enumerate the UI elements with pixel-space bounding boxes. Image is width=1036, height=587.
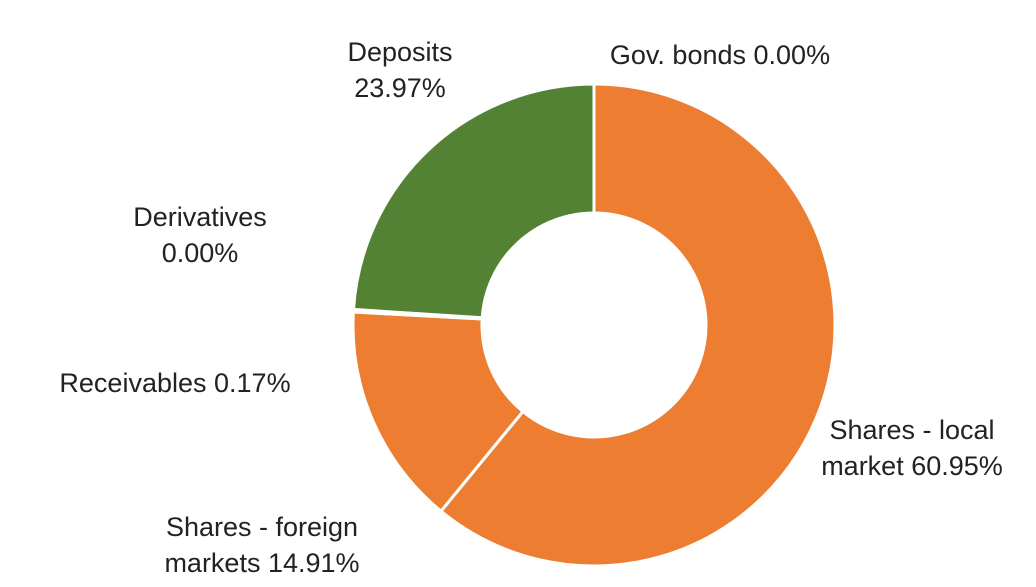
category-label: Shares - local market (821, 415, 995, 481)
category-label: Gov. bonds (609, 40, 747, 70)
category-label: Deposits (347, 37, 453, 67)
value-label: 0.17% (214, 368, 291, 398)
data-label: Shares - foreign markets 14.91% (127, 509, 397, 581)
data-label: Derivatives 0.00% (105, 199, 295, 271)
value-label: 0.00% (753, 40, 831, 70)
value-label: 0.00% (161, 238, 239, 268)
value-label: 60.95% (911, 451, 1003, 481)
category-label: Shares - foreign markets (164, 512, 359, 578)
donut-slice (351, 82, 596, 320)
data-label: Deposits 23.97% (325, 34, 475, 106)
donut-slice (351, 310, 525, 514)
donut-slice (438, 82, 837, 568)
data-label: Shares - local market 60.95% (790, 412, 1034, 484)
value-label: 23.97% (354, 73, 446, 103)
data-label: Gov. bonds 0.00% (610, 37, 830, 73)
data-label: Receivables 0.17% (59, 365, 290, 401)
category-label: Derivatives (133, 202, 267, 232)
category-label: Receivables (59, 368, 207, 398)
value-label: 14.91% (267, 548, 360, 578)
